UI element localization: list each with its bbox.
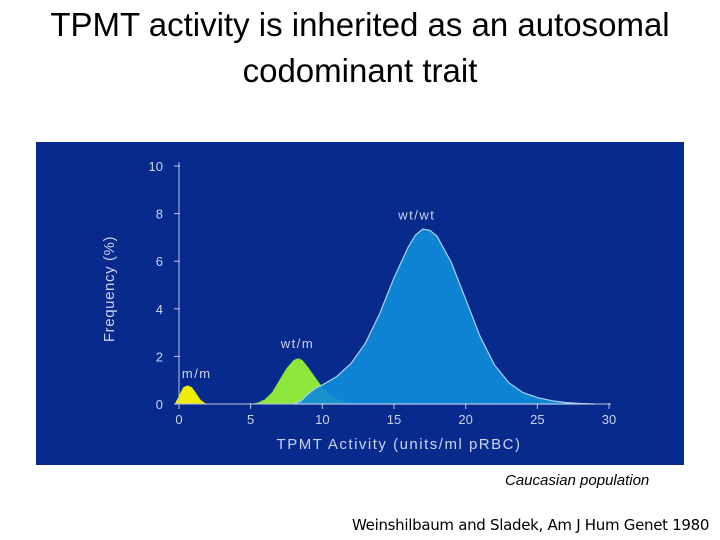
y-tick-label: 4 <box>156 302 163 317</box>
x-tick-label: 30 <box>602 412 616 427</box>
y-tick-label: 2 <box>156 349 163 364</box>
x-tick-label: 10 <box>315 412 329 427</box>
series-area-wt-wt <box>293 228 595 405</box>
genotype-labels: m/m wt/m wt/wt <box>182 208 435 381</box>
genotype-label-wt-m: wt/m <box>280 336 314 351</box>
x-tick-label: 5 <box>247 412 254 427</box>
slide-title-line-2: codominant trait <box>242 52 478 89</box>
y-axis-title: Frequency (%) <box>101 236 118 342</box>
distribution-areas <box>174 228 595 405</box>
y-tick-label: 8 <box>156 207 163 222</box>
x-tick-label: 20 <box>458 412 472 427</box>
x-tick-label: 15 <box>387 412 401 427</box>
chart-axes: 0 2 4 6 8 10 0 5 10 15 20 25 30 TPMT Activity (units/… <box>101 159 616 453</box>
y-tick-label: 10 <box>149 159 163 174</box>
population-caption: Caucasian population <box>505 472 650 489</box>
x-axis-title: TPMT Activity (units/ml pRBC) <box>277 436 522 453</box>
chart-panel: 0 2 4 6 8 10 0 5 10 15 20 25 30 TPMT Activity (units/… <box>36 142 684 465</box>
x-tick-label: 0 <box>175 412 182 427</box>
genotype-label-wt-wt: wt/wt <box>397 208 435 223</box>
slide-title: TPMT activity is inherited as an autosom… <box>0 2 720 94</box>
citation: Weinshilbaum and Sladek, Am J Hum Genet … <box>352 516 710 534</box>
series-area-wt-m <box>250 358 359 404</box>
x-tick-label: 25 <box>530 412 544 427</box>
series-area-m-m <box>174 385 210 404</box>
y-tick-label: 0 <box>156 397 163 412</box>
slide-title-line-1: TPMT activity is inherited as an autosom… <box>50 6 670 43</box>
frequency-chart: 0 2 4 6 8 10 0 5 10 15 20 25 30 TPMT Activity (units/… <box>101 159 616 453</box>
y-tick-label: 6 <box>156 254 163 269</box>
genotype-label-m-m: m/m <box>182 366 212 381</box>
